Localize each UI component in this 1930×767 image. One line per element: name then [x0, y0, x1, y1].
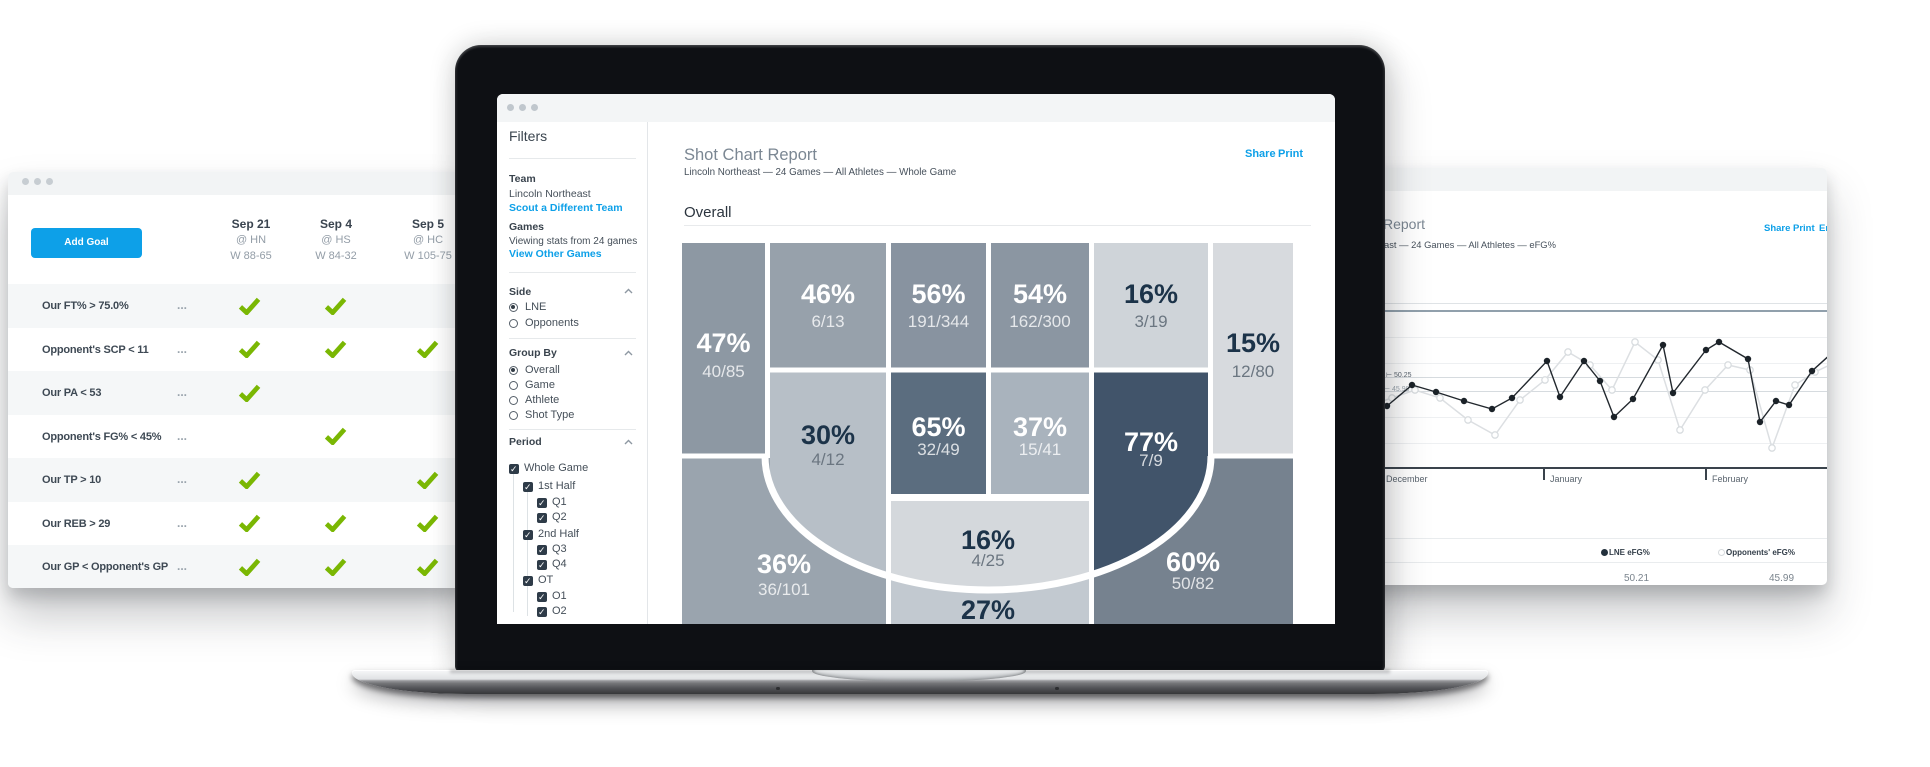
svg-text:15%: 15% — [1226, 328, 1280, 358]
svg-text:4/25: 4/25 — [971, 551, 1004, 570]
svg-text:36%: 36% — [757, 549, 811, 579]
svg-text:4/12: 4/12 — [811, 450, 844, 469]
svg-text:16%: 16% — [1124, 279, 1178, 309]
svg-text:37%: 37% — [1013, 412, 1067, 442]
svg-text:36/101: 36/101 — [758, 580, 810, 599]
svg-text:40/85: 40/85 — [702, 362, 745, 381]
svg-text:47%: 47% — [696, 328, 750, 358]
svg-text:56%: 56% — [911, 279, 965, 309]
svg-text:54%: 54% — [1013, 279, 1067, 309]
svg-text:32/49: 32/49 — [917, 440, 960, 459]
svg-text:7/9: 7/9 — [1139, 451, 1163, 470]
svg-text:46%: 46% — [801, 279, 855, 309]
svg-text:30%: 30% — [801, 420, 855, 450]
svg-text:191/344: 191/344 — [908, 312, 969, 331]
svg-text:3/19: 3/19 — [1134, 312, 1167, 331]
svg-text:6/13: 6/13 — [811, 312, 844, 331]
svg-text:65%: 65% — [911, 412, 965, 442]
svg-text:27%: 27% — [961, 595, 1015, 624]
svg-text:15/41: 15/41 — [1019, 440, 1062, 459]
svg-text:12/80: 12/80 — [1232, 362, 1275, 381]
svg-text:77%: 77% — [1124, 427, 1178, 457]
svg-text:50/82: 50/82 — [1172, 574, 1215, 593]
svg-text:60%: 60% — [1166, 547, 1220, 577]
svg-text:16%: 16% — [961, 525, 1015, 555]
svg-text:162/300: 162/300 — [1009, 312, 1070, 331]
